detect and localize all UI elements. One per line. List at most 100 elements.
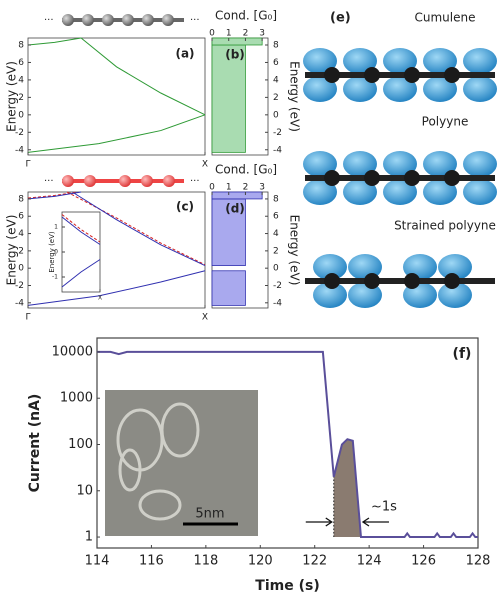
atom <box>444 170 460 186</box>
caption: Strained polyyne <box>394 219 496 233</box>
tem-image <box>105 390 258 536</box>
svg-text:···: ··· <box>190 15 200 26</box>
y-tick-label: -2 <box>273 128 282 138</box>
orbital-lobe <box>343 48 377 74</box>
orbital-lobe <box>383 76 417 102</box>
x-axis-label: Cond. [G₀] <box>215 163 277 177</box>
panel-label: (d) <box>225 202 245 216</box>
x-tick-label: 128 <box>466 554 491 569</box>
panel-label: (f) <box>453 346 472 362</box>
y-axis-label: Energy (eV) <box>48 231 56 273</box>
conductance-bar <box>211 270 246 306</box>
series-line <box>97 350 478 539</box>
x-tick-label: 2 <box>243 29 249 39</box>
orbital-lobe <box>383 179 417 205</box>
y-tick-label: -4 <box>273 145 282 155</box>
plot-area <box>27 37 206 156</box>
y-tick-label: 0 <box>18 264 24 274</box>
orbital-lobe <box>303 151 337 177</box>
x-tick-label: 122 <box>302 554 327 569</box>
y-tick-label: 1 <box>85 530 93 545</box>
scale-bar-label: 5nm <box>195 507 224 522</box>
orbital-lobe <box>463 48 497 74</box>
y-tick-label: -4 <box>273 298 282 308</box>
orbital-lobe <box>463 151 497 177</box>
arrow <box>361 517 389 527</box>
atom <box>364 170 380 186</box>
atom <box>364 273 380 289</box>
x-tick-label: 3 <box>259 29 265 39</box>
x-tick-label: X <box>98 295 102 302</box>
y-tick-label: 10000 <box>52 344 93 359</box>
y-axis-label: Energy (eV) <box>288 61 302 132</box>
tem-feature <box>118 448 142 492</box>
x-tick-label: 124 <box>357 554 382 569</box>
caption: Cumulene <box>415 11 476 25</box>
x-tick-label: 114 <box>85 554 110 569</box>
y-tick-label: -2 <box>15 128 24 138</box>
orbital-lobe <box>438 282 472 308</box>
orbital-lobe <box>423 76 457 102</box>
y-tick-label: 1 <box>54 224 58 231</box>
plot-area <box>61 211 101 293</box>
y-tick-label: 4 <box>273 229 279 239</box>
x-tick-label: 3 <box>259 183 265 193</box>
y-tick-label: 0 <box>273 110 279 120</box>
orbital-lobe <box>313 254 347 280</box>
series-line <box>80 37 206 116</box>
y-tick-label: 1000 <box>60 391 93 406</box>
orbital-lobe <box>423 179 457 205</box>
y-axis-label: Energy (eV) <box>5 215 19 286</box>
arrow <box>305 517 333 527</box>
series-line <box>61 216 101 245</box>
conductance-bar <box>211 44 246 153</box>
y-tick-label: 0 <box>54 249 58 256</box>
tem-feature <box>160 402 200 458</box>
y-tick-label: 6 <box>273 58 279 68</box>
series-line <box>71 191 206 267</box>
y-tick-label: 100 <box>68 437 93 452</box>
series-line <box>27 191 82 200</box>
atom <box>404 67 420 83</box>
y-tick-label: 2 <box>273 93 279 103</box>
orbital-lobe <box>423 151 457 177</box>
y-tick-label: 2 <box>18 93 24 103</box>
chain-bond <box>305 72 495 78</box>
orbital-lobe <box>303 48 337 74</box>
molecule-icon: ··· ··· <box>44 14 200 26</box>
tem-feature <box>138 489 182 521</box>
chain-bond <box>305 175 495 181</box>
y-tick-label: 6 <box>18 212 24 222</box>
y-tick-label: 0 <box>18 110 24 120</box>
caption: Polyyne <box>422 115 469 129</box>
orbital-lobe <box>423 48 457 74</box>
y-tick-label: -4 <box>15 298 24 308</box>
y-tick-label: 0 <box>273 264 279 274</box>
svg-text:···: ··· <box>44 176 54 187</box>
x-tick-label: 0 <box>209 29 215 39</box>
x-tick-label: 1 <box>226 29 232 39</box>
orbital-lobe <box>383 48 417 74</box>
orbital-lobe <box>343 76 377 102</box>
panel-label: (e) <box>330 11 351 26</box>
x-tick-label: X <box>202 160 208 170</box>
y-tick-label: -4 <box>15 145 24 155</box>
atom <box>364 67 380 83</box>
y-tick-label: 2 <box>18 246 24 256</box>
panel-e: (e) Cumulene Polyyne Strained polyyne <box>303 11 497 308</box>
x-tick-label: 0 <box>209 183 215 193</box>
orbital-lobe <box>438 254 472 280</box>
atom <box>324 273 340 289</box>
atom <box>444 273 460 289</box>
series-line <box>27 270 206 306</box>
x-tick-label: 118 <box>193 554 218 569</box>
svg-text:···: ··· <box>44 15 54 26</box>
y-tick-label: -1 <box>52 274 58 281</box>
x-tick-label: 1 <box>226 183 232 193</box>
chain-bond <box>305 278 495 284</box>
atom <box>324 67 340 83</box>
y-tick-label: 8 <box>18 40 24 50</box>
orbital-lobe <box>463 179 497 205</box>
